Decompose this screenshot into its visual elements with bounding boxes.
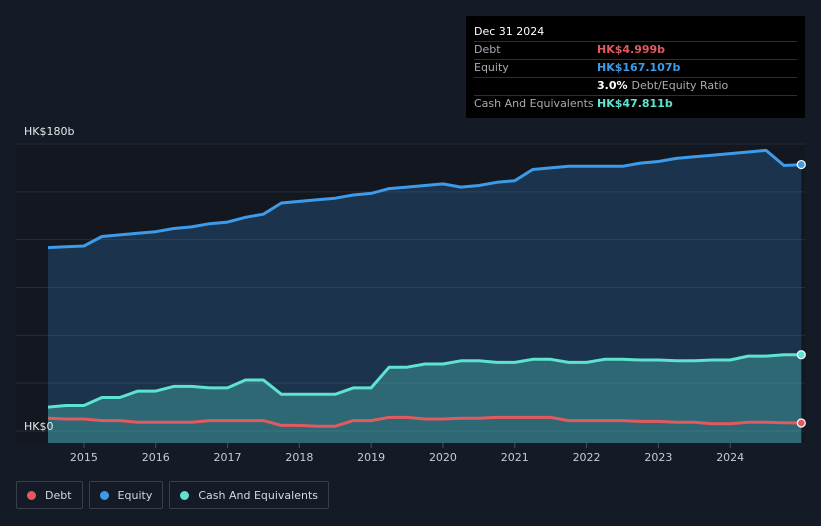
tooltip-equity-label: Equity xyxy=(474,61,509,74)
cash-endpoint xyxy=(796,350,806,360)
legend-label-cash: Cash And Equivalents xyxy=(198,488,318,502)
legend-item-equity[interactable]: Equity xyxy=(88,481,164,509)
equity-area xyxy=(48,150,802,443)
x-tick-label-2021: 2021 xyxy=(501,451,529,464)
x-axis-ticks: 2015 2016 2017 2018 2019 2020 2021 2022 2023 2024 xyxy=(70,443,744,464)
equity-endpoint xyxy=(796,159,806,170)
tooltip-debt-value: HK$4.999b xyxy=(597,43,666,56)
legend: Debt Equity Cash And Equivalents xyxy=(16,481,329,509)
tooltip-cash-value: HK$47.811b xyxy=(597,97,673,110)
series-lines xyxy=(47,148,802,428)
gridlines xyxy=(16,143,805,432)
legend-item-debt[interactable]: Debt xyxy=(16,481,83,509)
tooltip-date: Dec 31 2024 xyxy=(474,24,797,42)
x-tick-label-2023: 2023 xyxy=(644,451,672,464)
tooltip-row-ratio: 3.0% Debt/Equity Ratio xyxy=(474,78,797,96)
equity-dot-icon xyxy=(99,490,109,500)
tooltip-ratio-label: Debt/Equity Ratio xyxy=(631,79,729,92)
debt-dot-icon xyxy=(27,490,36,500)
x-tick-label-2016: 2016 xyxy=(142,451,170,464)
cash-dot-icon xyxy=(180,490,190,500)
tooltip-ratio-value: 3.0% xyxy=(597,79,628,92)
legend-item-cash[interactable]: Cash And Equivalents xyxy=(169,481,329,509)
tooltip-row-cash: Cash And Equivalents HK$47.811b xyxy=(474,96,797,113)
equity-line xyxy=(47,148,802,250)
x-tick-label-2020: 2020 xyxy=(429,451,457,464)
y-tick-label-max: HK$180b xyxy=(24,125,74,138)
tooltip-debt-label: Debt xyxy=(474,43,501,56)
tooltip-cash-label: Cash And Equivalents xyxy=(474,97,594,110)
tooltip-row-equity: Equity HK$167.107b xyxy=(474,60,797,78)
legend-label-equity: Equity xyxy=(117,488,153,502)
x-tick-label-2022: 2022 xyxy=(573,451,601,464)
tooltip-row-debt: Debt HK$4.999b xyxy=(474,42,797,60)
y-tick-label-min: HK$0 xyxy=(24,420,53,433)
y-axis-ticks: HK$0 HK$180b xyxy=(24,125,74,433)
x-tick-label-2024: 2024 xyxy=(716,451,744,464)
series-endpoints xyxy=(796,159,806,428)
cash-line xyxy=(47,353,802,409)
x-tick-label-2017: 2017 xyxy=(214,451,242,464)
tooltip-ratio-spacer xyxy=(474,78,597,95)
debt-line xyxy=(47,415,802,428)
x-tick-label-2015: 2015 xyxy=(70,451,98,464)
legend-label-debt: Debt xyxy=(45,488,72,502)
tooltip-equity-value: HK$167.107b xyxy=(597,61,681,74)
debt-endpoint xyxy=(796,418,806,428)
tooltip-panel: Dec 31 2024 Debt HK$4.999b Equity HK$167… xyxy=(466,16,805,118)
x-tick-label-2018: 2018 xyxy=(285,451,313,464)
plot-background xyxy=(16,143,805,443)
x-tick-label-2019: 2019 xyxy=(357,451,385,464)
